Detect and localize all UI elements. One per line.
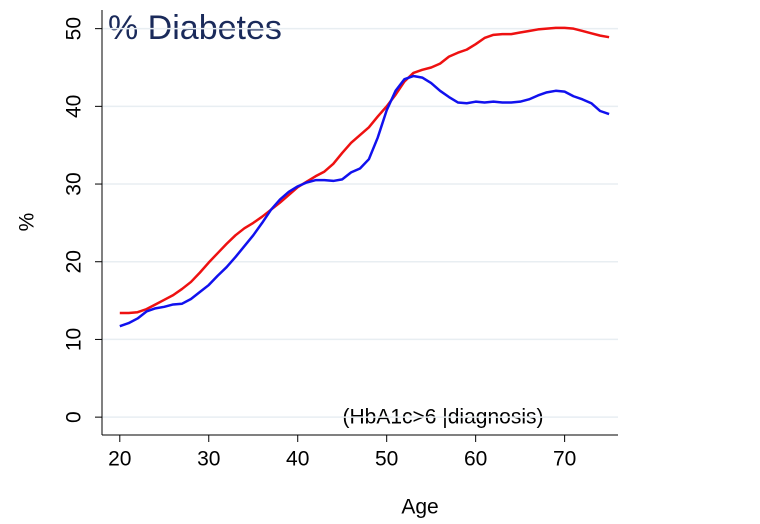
x-tick-label: 30 — [197, 448, 220, 471]
x-tick-label: 40 — [286, 448, 309, 471]
x-axis-label: Age — [401, 496, 438, 519]
y-tick-label: 50 — [63, 17, 86, 40]
x-tick-label: 70 — [553, 448, 576, 471]
x-tick-label: 60 — [464, 448, 487, 471]
y-tick-label: 20 — [63, 250, 86, 273]
y-tick-label: 40 — [63, 95, 86, 118]
series-line — [119, 74, 610, 328]
x-tick-label: 20 — [108, 448, 131, 471]
x-tick-label: 50 — [375, 448, 398, 471]
y-axis-label: % — [16, 213, 39, 232]
y-tick-label: 10 — [63, 328, 86, 351]
y-tick-label: 30 — [63, 172, 86, 195]
series-line — [119, 26, 610, 315]
y-tick-label: 0 — [63, 411, 86, 423]
